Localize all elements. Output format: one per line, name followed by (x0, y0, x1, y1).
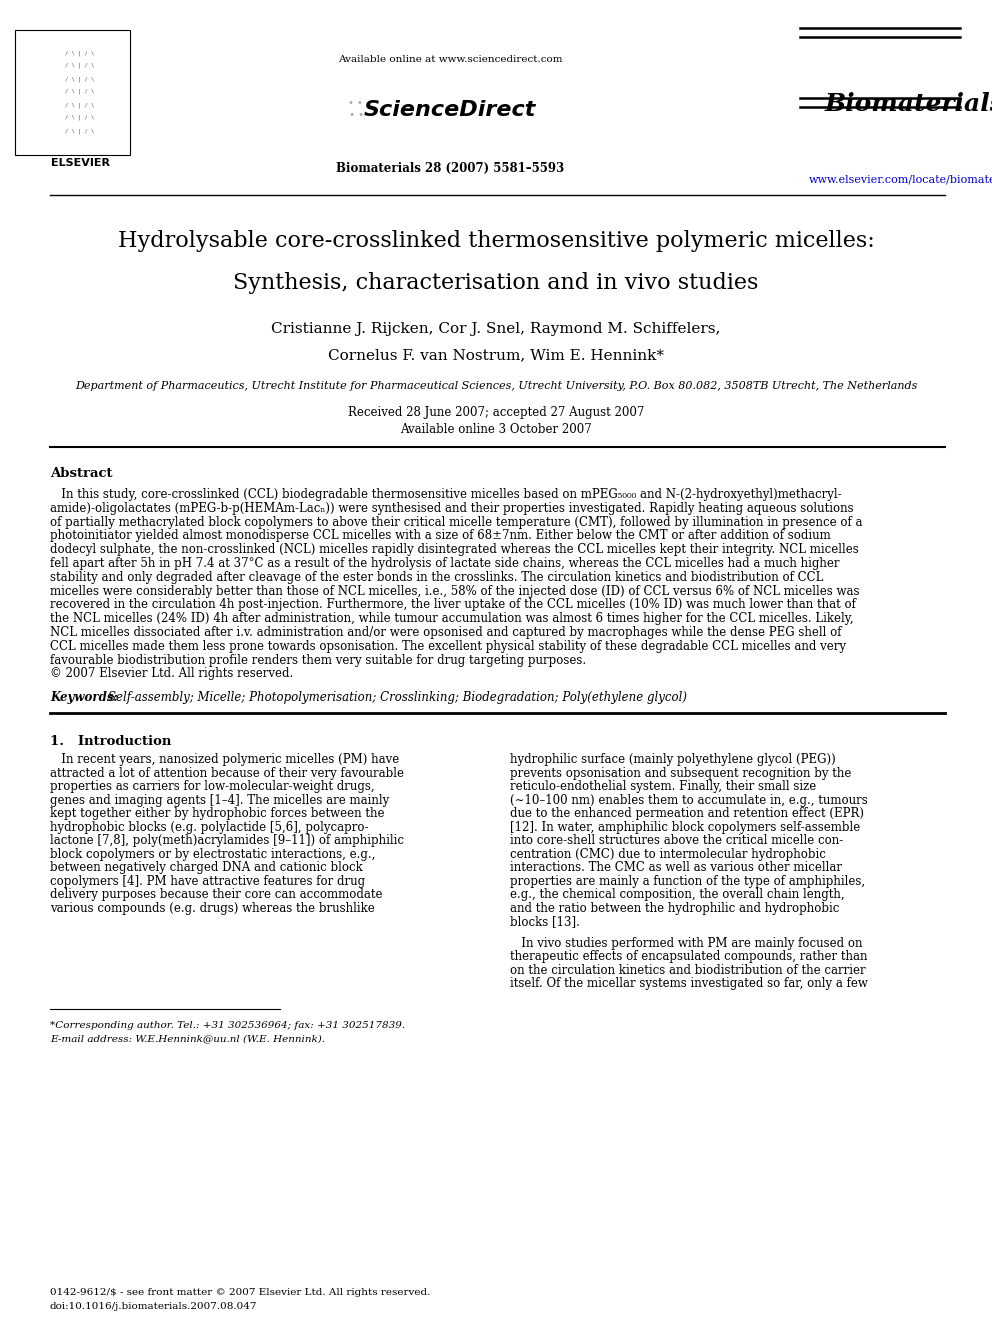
Text: on the circulation kinetics and biodistribution of the carrier: on the circulation kinetics and biodistr… (510, 963, 866, 976)
Text: interactions. The CMC as well as various other micellar: interactions. The CMC as well as various… (510, 861, 842, 875)
Text: and the ratio between the hydrophilic and hydrophobic: and the ratio between the hydrophilic an… (510, 902, 839, 914)
Text: Abstract: Abstract (50, 467, 112, 480)
Text: properties are mainly a function of the type of amphiphiles,: properties are mainly a function of the … (510, 875, 865, 888)
Text: between negatively charged DNA and cationic block: between negatively charged DNA and catio… (50, 861, 363, 875)
Text: doi:10.1016/j.biomaterials.2007.08.047: doi:10.1016/j.biomaterials.2007.08.047 (50, 1302, 258, 1311)
Text: hydrophobic blocks (e.g. polylactide [5,6], polycapro-: hydrophobic blocks (e.g. polylactide [5,… (50, 820, 368, 833)
Text: / \ | / \: / \ | / \ (65, 75, 94, 82)
Text: therapeutic effects of encapsulated compounds, rather than: therapeutic effects of encapsulated comp… (510, 950, 867, 963)
Text: www.elsevier.com/locate/biomaterials: www.elsevier.com/locate/biomaterials (808, 175, 992, 185)
Text: kept together either by hydrophobic forces between the: kept together either by hydrophobic forc… (50, 807, 385, 820)
Text: Available online 3 October 2007: Available online 3 October 2007 (400, 423, 592, 437)
Text: E-mail address: W.E.Hennink@uu.nl (W.E. Hennink).: E-mail address: W.E.Hennink@uu.nl (W.E. … (50, 1033, 325, 1043)
Text: reticulo-endothelial system. Finally, their small size: reticulo-endothelial system. Finally, th… (510, 781, 816, 794)
Text: attracted a lot of attention because of their very favourable: attracted a lot of attention because of … (50, 767, 404, 779)
Text: / \ | / \: / \ | / \ (65, 115, 94, 120)
Text: Synthesis, characterisation and in vivo studies: Synthesis, characterisation and in vivo … (233, 273, 759, 294)
Text: blocks [13].: blocks [13]. (510, 916, 580, 929)
Text: / \ | / \: / \ | / \ (65, 128, 94, 134)
Text: Self-assembly; Micelle; Photopolymerisation; Crosslinking; Biodegradation; Poly(: Self-assembly; Micelle; Photopolymerisat… (108, 691, 687, 704)
Text: e.g., the chemical composition, the overall chain length,: e.g., the chemical composition, the over… (510, 888, 844, 901)
Text: prevents opsonisation and subsequent recognition by the: prevents opsonisation and subsequent rec… (510, 767, 851, 779)
Text: stability and only degraded after cleavage of the ester bonds in the crosslinks.: stability and only degraded after cleava… (50, 570, 823, 583)
Text: 0142-9612/$ - see front matter © 2007 Elsevier Ltd. All rights reserved.: 0142-9612/$ - see front matter © 2007 El… (50, 1289, 431, 1297)
Text: Biomaterials: Biomaterials (825, 93, 992, 116)
Text: block copolymers or by electrostatic interactions, e.g.,: block copolymers or by electrostatic int… (50, 848, 375, 861)
Text: / \ | / \: / \ | / \ (65, 50, 94, 56)
Text: centration (CMC) due to intermolecular hydrophobic: centration (CMC) due to intermolecular h… (510, 848, 826, 861)
Text: delivery purposes because their core can accommodate: delivery purposes because their core can… (50, 888, 383, 901)
FancyBboxPatch shape (15, 30, 130, 155)
Text: © 2007 Elsevier Ltd. All rights reserved.: © 2007 Elsevier Ltd. All rights reserved… (50, 667, 294, 680)
Text: ScienceDirect: ScienceDirect (364, 101, 537, 120)
Text: In vivo studies performed with PM are mainly focused on: In vivo studies performed with PM are ma… (510, 937, 862, 950)
Text: NCL micelles dissociated after i.v. administration and/or were opsonised and cap: NCL micelles dissociated after i.v. admi… (50, 626, 841, 639)
Text: CCL micelles made them less prone towards opsonisation. The excellent physical s: CCL micelles made them less prone toward… (50, 640, 846, 652)
Text: fell apart after 5h in pH 7.4 at 37°C as a result of the hydrolysis of lactate s: fell apart after 5h in pH 7.4 at 37°C as… (50, 557, 839, 570)
Text: Cornelus F. van Nostrum, Wim E. Hennink*: Cornelus F. van Nostrum, Wim E. Hennink* (328, 348, 664, 363)
Text: into core-shell structures above the critical micelle con-: into core-shell structures above the cri… (510, 835, 843, 847)
Text: amide)-oligolactates (mPEG-b-p(HEMAm-Lacₙ)) were synthesised and their propertie: amide)-oligolactates (mPEG-b-p(HEMAm-Lac… (50, 501, 854, 515)
Text: dodecyl sulphate, the non-crosslinked (NCL) micelles rapidly disintegrated where: dodecyl sulphate, the non-crosslinked (N… (50, 544, 859, 556)
Text: 1.   Introduction: 1. Introduction (50, 736, 172, 749)
Text: hydrophilic surface (mainly polyethylene glycol (PEG)): hydrophilic surface (mainly polyethylene… (510, 753, 835, 766)
Text: (∼10–100 nm) enables them to accumulate in, e.g., tumours: (∼10–100 nm) enables them to accumulate … (510, 794, 868, 807)
Text: Cristianne J. Rijcken, Cor J. Snel, Raymond M. Schiffelers,: Cristianne J. Rijcken, Cor J. Snel, Raym… (272, 321, 720, 336)
Text: Keywords:: Keywords: (50, 691, 122, 704)
Text: lactone [7,8], poly(meth)acrylamides [9–11]) of amphiphilic: lactone [7,8], poly(meth)acrylamides [9–… (50, 835, 404, 847)
Text: micelles were considerably better than those of NCL micelles, i.e., 58% of the i: micelles were considerably better than t… (50, 585, 859, 598)
Text: Department of Pharmaceutics, Utrecht Institute for Pharmaceutical Sciences, Utre: Department of Pharmaceutics, Utrecht Ins… (74, 381, 918, 392)
Text: properties as carriers for low-molecular-weight drugs,: properties as carriers for low-molecular… (50, 781, 375, 794)
Text: Available online at www.sciencedirect.com: Available online at www.sciencedirect.co… (337, 56, 562, 64)
Text: Received 28 June 2007; accepted 27 August 2007: Received 28 June 2007; accepted 27 Augus… (348, 406, 644, 419)
Text: itself. Of the micellar systems investigated so far, only a few: itself. Of the micellar systems investig… (510, 978, 868, 991)
Text: genes and imaging agents [1–4]. The micelles are mainly: genes and imaging agents [1–4]. The mice… (50, 794, 389, 807)
Text: • •
 • •: • • • • (346, 98, 364, 119)
Text: photoinitiator yielded almost monodisperse CCL micelles with a size of 68±7nm. E: photoinitiator yielded almost monodisper… (50, 529, 830, 542)
Text: In this study, core-crosslinked (CCL) biodegradable thermosensitive micelles bas: In this study, core-crosslinked (CCL) bi… (50, 488, 841, 501)
Text: / \ | / \: / \ | / \ (65, 89, 94, 94)
Text: various compounds (e.g. drugs) whereas the brushlike: various compounds (e.g. drugs) whereas t… (50, 902, 375, 914)
Text: favourable biodistribution profile renders them very suitable for drug targeting: favourable biodistribution profile rende… (50, 654, 586, 667)
Text: Biomaterials 28 (2007) 5581–5593: Biomaterials 28 (2007) 5581–5593 (336, 161, 564, 175)
Text: [12]. In water, amphiphilic block copolymers self-assemble: [12]. In water, amphiphilic block copoly… (510, 820, 860, 833)
Text: In recent years, nanosized polymeric micelles (PM) have: In recent years, nanosized polymeric mic… (50, 753, 399, 766)
Text: / \ | / \: / \ | / \ (65, 64, 94, 69)
Text: ELSEVIER: ELSEVIER (51, 157, 109, 168)
Text: *Corresponding author. Tel.: +31 302536964; fax: +31 302517839.: *Corresponding author. Tel.: +31 3025369… (50, 1021, 405, 1029)
Text: of partially methacrylated block copolymers to above their critical micelle temp: of partially methacrylated block copolym… (50, 516, 862, 529)
Text: due to the enhanced permeation and retention effect (EPR): due to the enhanced permeation and reten… (510, 807, 864, 820)
Text: the NCL micelles (24% ID) 4h after administration, while tumour accumulation was: the NCL micelles (24% ID) 4h after admin… (50, 613, 854, 626)
Text: copolymers [4]. PM have attractive features for drug: copolymers [4]. PM have attractive featu… (50, 875, 365, 888)
Text: / \ | / \: / \ | / \ (65, 102, 94, 107)
Text: Hydrolysable core-crosslinked thermosensitive polymeric micelles:: Hydrolysable core-crosslinked thermosens… (118, 230, 874, 251)
Text: recovered in the circulation 4h post-injection. Furthermore, the liver uptake of: recovered in the circulation 4h post-inj… (50, 598, 856, 611)
